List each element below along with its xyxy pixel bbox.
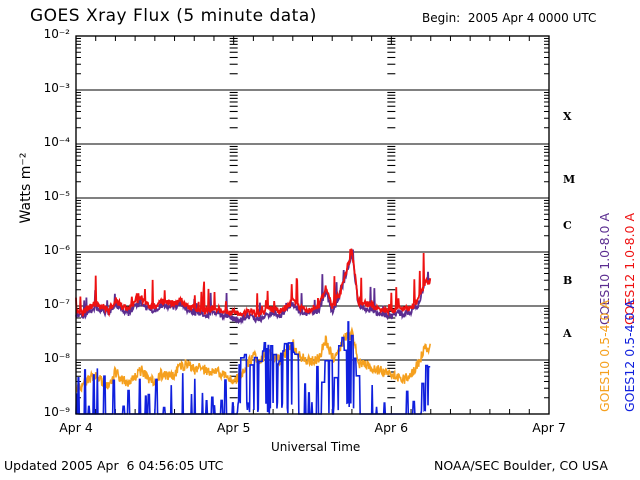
series-goes10-1-0-8-0-a [75, 249, 432, 325]
flare-class-a: A [563, 327, 572, 340]
credit-label: NOAA/SEC Boulder, CO USA [434, 458, 608, 473]
y-tick-label: 10⁻⁵ [43, 189, 70, 203]
updated-timestamp: Updated 2005 Apr 6 04:56:05 UTC [4, 458, 224, 473]
y-tick-label: 10⁻² [43, 27, 70, 41]
flare-class-b: B [563, 274, 573, 287]
x-tick-label: Apr 4 [59, 420, 93, 435]
y-tick-label: 10⁻³ [43, 81, 70, 95]
series-goes10-0-5-4-0-a [75, 326, 431, 393]
x-tick-label: Apr 7 [532, 420, 566, 435]
y-tick-label: 10⁻⁹ [43, 405, 70, 419]
flare-class-c: C [563, 219, 572, 232]
x-tick-label: Apr 6 [374, 420, 409, 435]
flare-class-x: X [563, 110, 572, 123]
x-axis-label: Universal Time [271, 440, 361, 454]
begin-time-label: Begin: 2005 Apr 4 0000 UTC [422, 11, 597, 25]
x-tick-label: Apr 5 [216, 420, 251, 435]
y-tick-label: 10⁻⁴ [43, 135, 70, 149]
y-tick-label: 10⁻⁷ [43, 297, 70, 311]
series-goes12-1-0-8-0-a [75, 248, 432, 319]
flare-class-m: M [563, 173, 576, 186]
y-tick-label: 10⁻⁶ [43, 243, 70, 257]
page-title: GOES Xray Flux (5 minute data) [30, 6, 317, 26]
y-tick-label: 10⁻⁸ [43, 351, 70, 365]
